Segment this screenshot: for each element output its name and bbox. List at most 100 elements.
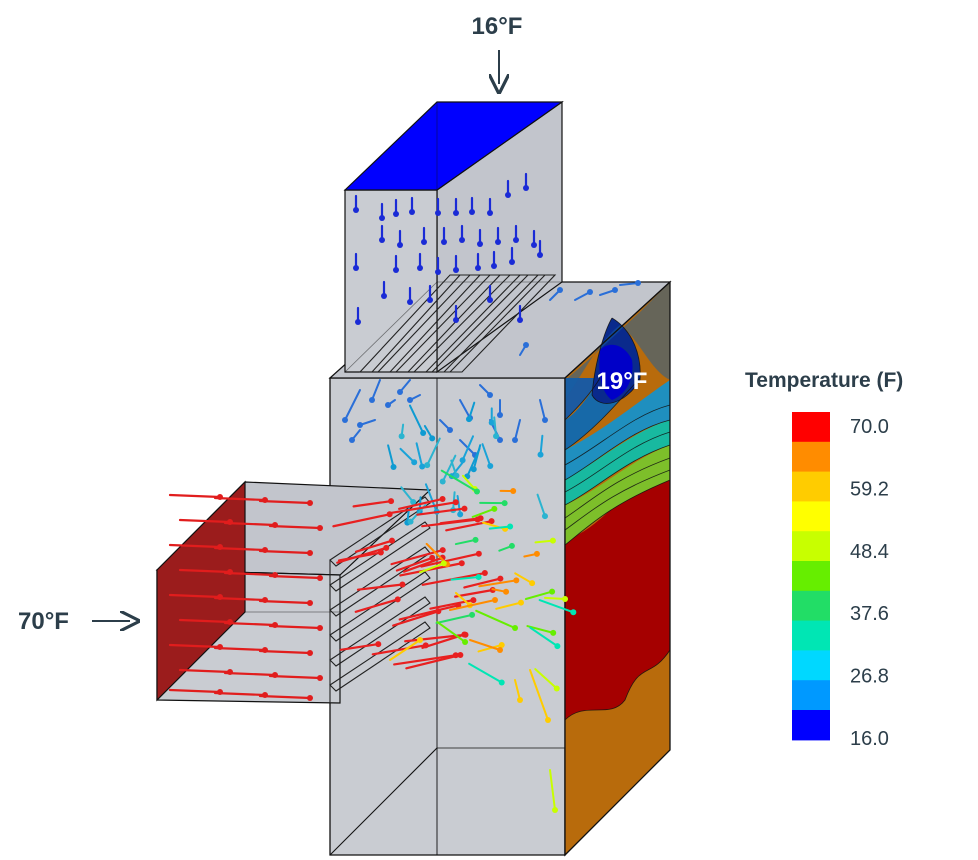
flow-vector-head (549, 537, 556, 544)
flow-vector-head (349, 437, 355, 443)
top-inlet-temperature-label: 16°F (472, 13, 523, 40)
flow-vector-head (453, 267, 459, 273)
flow-vector-head (570, 609, 577, 616)
flow-vector (538, 599, 575, 614)
legend-tick-label: 59.2 (850, 478, 889, 500)
flow-vector-head (475, 550, 482, 557)
flow-vector-head (462, 638, 469, 645)
flow-vector (419, 562, 445, 574)
legend-swatch (792, 501, 830, 532)
flow-vector (424, 483, 438, 513)
flow-vector-head (393, 211, 399, 217)
flow-vector (336, 546, 388, 564)
flow-vector-head (317, 675, 323, 681)
flow-vector (526, 625, 555, 634)
flow-vector-head (458, 560, 465, 567)
flow-vector-head (512, 437, 518, 443)
legend-swatch (792, 471, 830, 502)
flow-vector (213, 646, 267, 652)
flow-vector-head (533, 550, 540, 557)
flow-vector-head (407, 397, 413, 403)
flow-vector-head (355, 319, 361, 325)
legend-swatch (792, 412, 830, 443)
flow-vector (393, 654, 457, 666)
flow-vector (450, 576, 480, 581)
flow-vector-head (422, 642, 429, 649)
flow-vector-head (491, 505, 498, 512)
flow-vector (268, 674, 322, 680)
flow-vector-head (612, 287, 618, 293)
flow-vector (426, 437, 441, 467)
flow-vector (450, 460, 465, 478)
flow-vector (459, 399, 471, 419)
flow-vector (223, 621, 277, 627)
flow-vector-head (541, 513, 548, 520)
flow-vector (524, 590, 554, 600)
flow-vector (258, 549, 312, 555)
flow-vector-head (542, 417, 548, 423)
flow-vector (539, 399, 546, 421)
flow-vector-head (353, 207, 359, 213)
flow-vector (268, 524, 322, 530)
flow-vector (332, 513, 391, 528)
flow-vector-head (510, 488, 517, 495)
flow-vector (344, 389, 361, 421)
flow-vector-head (357, 422, 363, 428)
flow-vector (390, 501, 457, 514)
flow-vector-head (635, 280, 641, 286)
flow-vector-head (435, 210, 441, 216)
flow-vector (534, 668, 558, 690)
flow-vector (371, 644, 427, 656)
flow-vector-head (424, 462, 431, 469)
legend-tick-label: 26.8 (850, 666, 889, 688)
flow-vector-head (552, 807, 558, 813)
legend-swatch (792, 650, 830, 681)
flow-vector (440, 469, 478, 493)
flow-vector-head (498, 679, 505, 686)
flow-vector-head (381, 293, 387, 299)
flow-vector-head (537, 252, 543, 258)
flow-vector (399, 562, 463, 577)
flow-vector-head (410, 499, 417, 506)
flow-vector-head (459, 237, 465, 243)
flow-vector-head (440, 560, 447, 567)
contour-isolines (564, 317, 671, 721)
flow-vector (402, 556, 444, 573)
flow-vector (416, 507, 466, 516)
flow-vector-head (453, 317, 459, 323)
flow-vector-head (307, 600, 313, 606)
flow-vector (539, 434, 544, 456)
flow-vector-head (441, 239, 447, 245)
flow-vector-head (388, 498, 395, 505)
flow-vector (352, 500, 393, 508)
flow-vector-head (472, 536, 479, 543)
flow-vector-head (554, 643, 561, 650)
legend-swatch (792, 590, 830, 622)
flow-vector (168, 543, 222, 549)
flow-vector (258, 499, 312, 505)
flow-vector-head (545, 717, 551, 723)
flow-vector (168, 593, 222, 599)
flow-vector-head (481, 570, 488, 577)
flow-vector (454, 538, 477, 546)
probe-temperature-label: 19°F (597, 368, 648, 395)
flow-vector-head (397, 242, 403, 248)
flow-vector-head (488, 518, 495, 525)
flow-vector-head (417, 265, 423, 271)
flow-vector (529, 626, 559, 648)
flow-vector (268, 574, 322, 580)
flow-vector-head (513, 577, 520, 584)
flow-vector (213, 546, 267, 552)
flow-vector (536, 493, 546, 518)
flow-vector (354, 539, 394, 553)
flow-vector (405, 653, 462, 670)
flow-vector-head (587, 289, 593, 295)
flow-vector-head (394, 596, 401, 603)
flow-vector-head (497, 647, 503, 653)
flow-vector-head (523, 185, 529, 191)
flow-vector (493, 416, 498, 438)
flow-vector-head (407, 518, 414, 525)
legend-tick-label: 70.0 (850, 416, 889, 438)
flow-vector-head (398, 433, 405, 440)
flow-vector (420, 552, 480, 568)
